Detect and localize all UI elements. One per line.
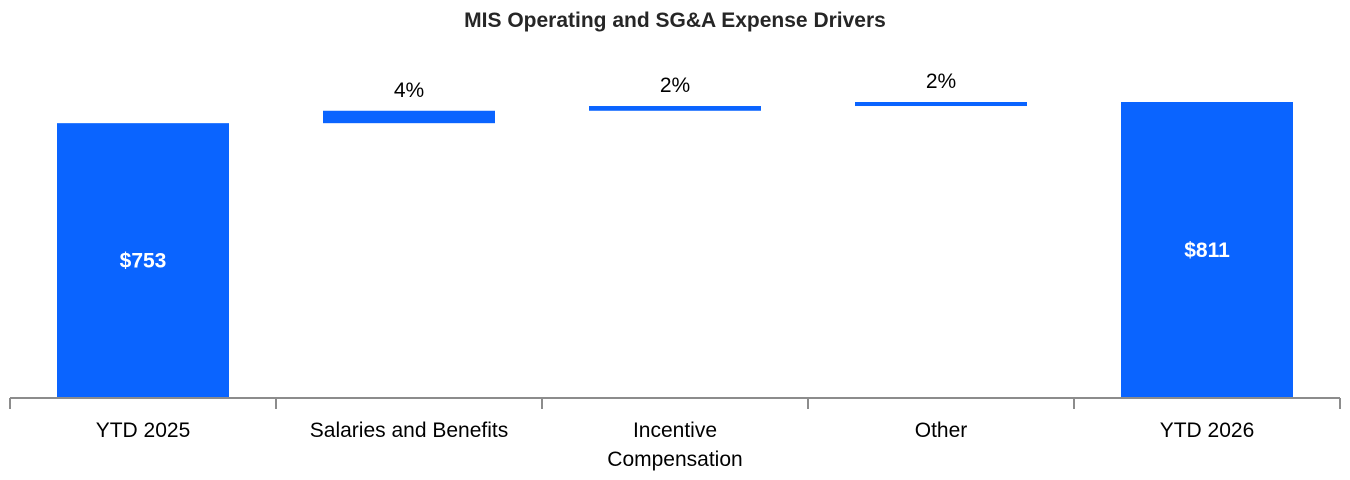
bar-4: [855, 102, 1027, 107]
x-tick-label-3: Incentive Compensation: [607, 419, 742, 471]
x-tick-label-line: Incentive: [633, 419, 717, 442]
bar-value-label-1: $753: [120, 250, 167, 273]
x-tick-label-2: Salaries and Benefits: [310, 419, 508, 442]
x-tick-label-line: Other: [915, 419, 968, 442]
x-tick-label-4: Other: [915, 419, 968, 442]
x-tick-label-line: YTD 2025: [96, 419, 191, 442]
bar-1: [57, 123, 229, 398]
x-tick-label-line: YTD 2026: [1160, 419, 1255, 442]
bar-3: [589, 106, 761, 111]
bars-layer: [57, 102, 1293, 398]
bar-value-label-5: $811: [1184, 239, 1230, 262]
bar-percent-label-2: 4%: [394, 79, 424, 102]
x-tick-label-5: YTD 2026: [1160, 419, 1255, 442]
bar-percent-label-4: 2%: [926, 70, 956, 93]
x-axis: YTD 2025 Salaries and Benefits Incentive Co…: [9, 397, 1341, 471]
chart-title: MIS Operating and SG&A Expense Drivers: [464, 9, 886, 32]
bar-2: [323, 110, 495, 124]
bar-5: [1121, 102, 1293, 398]
data-labels: $753 4% 2% 2% $811: [120, 70, 1230, 273]
x-tick-label-1: YTD 2025: [96, 419, 191, 442]
x-tick-label-line: Salaries and Benefits: [310, 419, 508, 442]
bar-percent-label-3: 2%: [660, 74, 690, 97]
x-tick-label-line: Compensation: [607, 448, 742, 471]
